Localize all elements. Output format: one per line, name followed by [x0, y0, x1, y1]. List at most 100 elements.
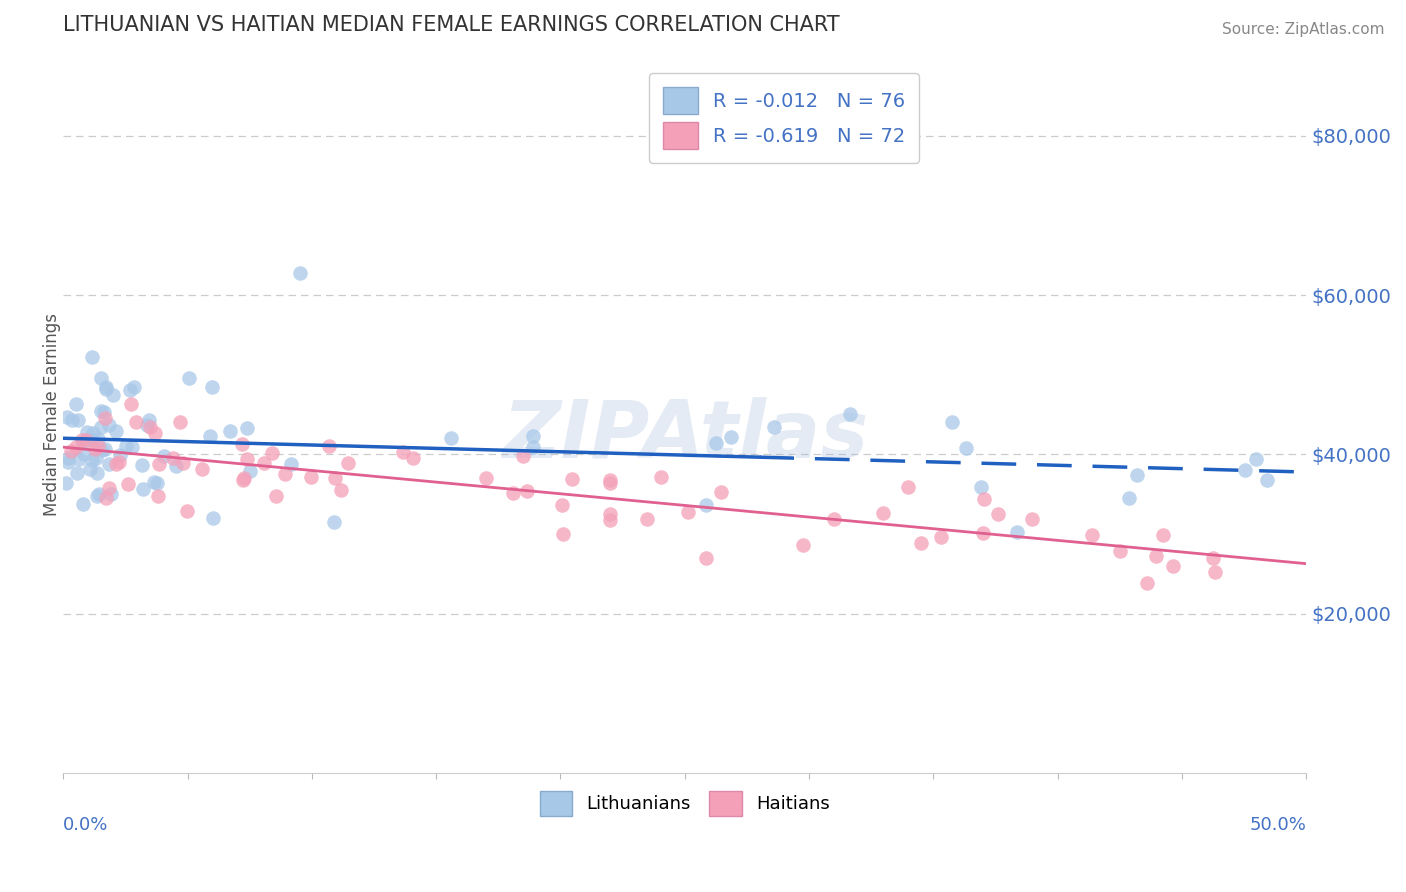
Point: [792, 538, 814, 552]
Point: [169, 415, 191, 429]
Point: [148, 457, 170, 471]
Point: [280, 457, 302, 471]
Point: [720, 430, 742, 444]
Text: 50.0%: 50.0%: [1250, 816, 1306, 834]
Point: [239, 465, 262, 479]
Point: [60, 413, 83, 427]
Point: [551, 526, 574, 541]
Point: [122, 380, 145, 394]
Point: [132, 482, 155, 496]
Legend: Lithuanians, Haitians: Lithuanians, Haitians: [527, 778, 842, 829]
Point: [522, 428, 544, 442]
Point: [262, 446, 284, 460]
Point: [318, 439, 340, 453]
Point: [101, 388, 124, 402]
Point: [274, 467, 297, 481]
Point: [299, 469, 322, 483]
Point: [80, 453, 103, 467]
Point: [636, 512, 658, 526]
Text: LITHUANIAN VS HAITIAN MEDIAN FEMALE EARNINGS CORRELATION CHART: LITHUANIAN VS HAITIAN MEDIAN FEMALE EARN…: [63, 15, 839, 35]
Point: [117, 477, 139, 491]
Point: [236, 421, 259, 435]
Point: [336, 456, 359, 470]
Point: [1204, 565, 1226, 579]
Point: [153, 449, 176, 463]
Point: [200, 428, 222, 442]
Point: [329, 483, 352, 497]
Point: [55, 476, 77, 491]
Point: [599, 473, 621, 487]
Point: [1108, 544, 1130, 558]
Point: [136, 417, 159, 432]
Point: [87, 487, 110, 501]
Point: [67, 413, 90, 427]
Point: [264, 489, 287, 503]
Point: [90, 420, 112, 434]
Point: [1233, 463, 1256, 477]
Point: [131, 458, 153, 473]
Point: [138, 413, 160, 427]
Point: [79, 462, 101, 476]
Point: [100, 487, 122, 501]
Point: [763, 419, 786, 434]
Point: [710, 485, 733, 500]
Point: [1152, 527, 1174, 541]
Point: [93, 410, 115, 425]
Point: [86, 466, 108, 480]
Point: [191, 461, 214, 475]
Point: [72, 497, 94, 511]
Point: [910, 536, 932, 550]
Point: [516, 483, 538, 498]
Point: [179, 371, 201, 385]
Point: [94, 442, 117, 456]
Point: [236, 452, 259, 467]
Point: [60, 443, 83, 458]
Point: [872, 506, 894, 520]
Text: ZIPAtlas: ZIPAtlas: [502, 397, 868, 475]
Point: [1118, 491, 1140, 505]
Y-axis label: Median Female Earnings: Median Female Earnings: [44, 313, 60, 516]
Point: [105, 424, 128, 438]
Point: [232, 471, 254, 485]
Point: [98, 457, 121, 471]
Point: [176, 504, 198, 518]
Text: Source: ZipAtlas.com: Source: ZipAtlas.com: [1222, 22, 1385, 37]
Point: [897, 480, 920, 494]
Point: [973, 492, 995, 507]
Point: [86, 489, 108, 503]
Point: [290, 266, 312, 280]
Point: [1081, 528, 1104, 542]
Point: [972, 526, 994, 541]
Point: [172, 456, 194, 470]
Point: [1144, 549, 1167, 564]
Point: [439, 431, 461, 445]
Point: [1136, 576, 1159, 591]
Point: [955, 441, 977, 455]
Point: [392, 445, 415, 459]
Point: [86, 451, 108, 466]
Point: [704, 436, 727, 450]
Point: [1161, 559, 1184, 574]
Point: [120, 397, 142, 411]
Point: [1021, 512, 1043, 526]
Point: [402, 451, 425, 466]
Point: [512, 449, 534, 463]
Point: [218, 424, 240, 438]
Point: [87, 433, 110, 447]
Point: [201, 511, 224, 525]
Point: [839, 407, 862, 421]
Point: [522, 440, 544, 454]
Point: [143, 475, 166, 489]
Point: [162, 451, 184, 466]
Point: [66, 467, 89, 481]
Point: [561, 472, 583, 486]
Point: [931, 530, 953, 544]
Point: [201, 379, 224, 393]
Point: [475, 471, 498, 485]
Point: [970, 480, 993, 494]
Point: [139, 419, 162, 434]
Point: [502, 486, 524, 500]
Point: [93, 405, 115, 419]
Point: [987, 507, 1010, 521]
Point: [1201, 550, 1223, 565]
